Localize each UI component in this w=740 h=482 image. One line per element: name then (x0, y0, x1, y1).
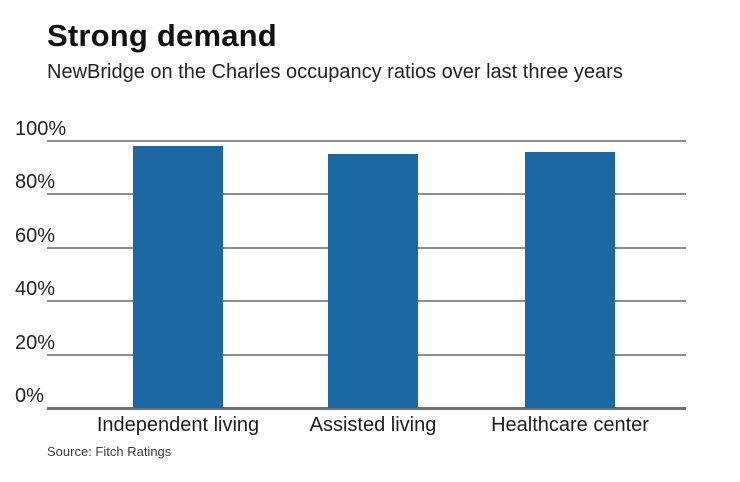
y-tick-label-60: 60% (15, 224, 56, 247)
y-tick-label-40: 40% (15, 278, 56, 301)
x-category-label-independent-living: Independent living (96, 414, 260, 436)
x-axis-line (47, 406, 686, 410)
x-category-label-assisted-living: Assisted living (309, 414, 437, 436)
gridline-100 (47, 140, 686, 142)
bar-healthcare-center (525, 151, 615, 408)
y-tick-label-20: 20% (15, 331, 56, 354)
chart-title: Strong demand (47, 18, 277, 53)
source-note: Source: Fitch Ratings (47, 444, 172, 459)
chart-subtitle: NewBridge on the Charles occupancy ratio… (47, 61, 623, 83)
y-tick-label-80: 80% (15, 171, 56, 194)
y-tick-label-0: 0% (15, 385, 44, 407)
x-category-label-healthcare-center: Healthcare center (491, 414, 649, 436)
bar-independent-living (133, 146, 223, 408)
y-tick-label-100: 100% (15, 118, 67, 140)
bar-assisted-living (328, 154, 418, 408)
